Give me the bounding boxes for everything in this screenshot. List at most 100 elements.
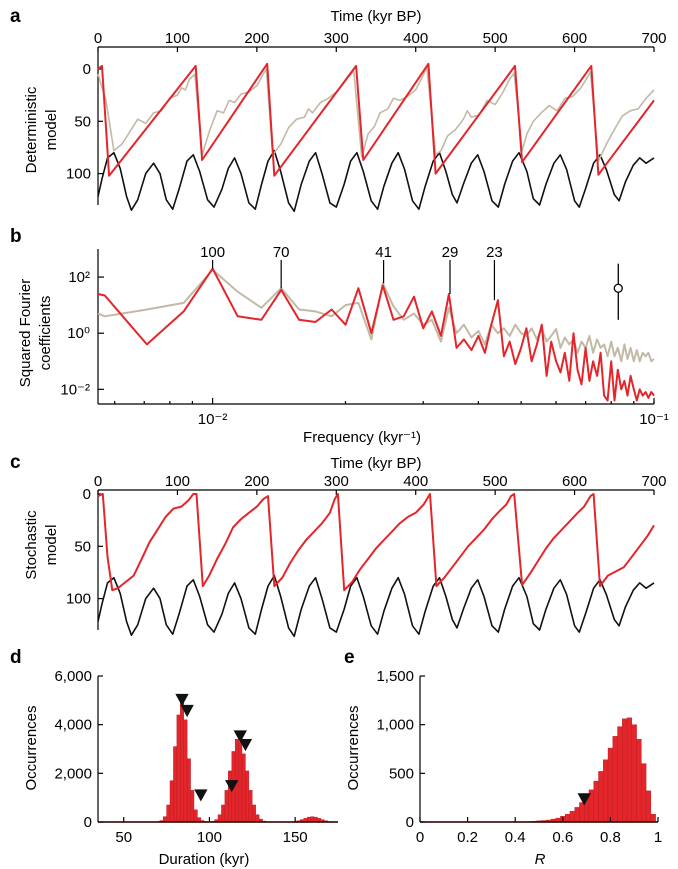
panel-c: c Time (kyr BP) Stochastic model 0 100 200… xyxy=(10,452,667,638)
histogram-bar xyxy=(612,736,618,823)
histogram-bar xyxy=(603,759,609,823)
panel-d-xlabel: Duration (kyr) xyxy=(159,851,250,868)
data-spectrum-line xyxy=(97,268,655,363)
panel-c-ylabel-line1: Stochastic xyxy=(23,510,40,580)
y-tick-label: 500 xyxy=(389,765,414,782)
triangle-marker xyxy=(180,704,194,718)
histogram-bar xyxy=(183,719,188,823)
x-tick-label: 0.8 xyxy=(600,829,621,846)
triangle-marker xyxy=(225,780,239,793)
triangle-marker xyxy=(194,789,208,802)
x-tick-label: 10⁻² xyxy=(198,411,228,428)
histogram-bar xyxy=(579,802,585,823)
y-tick-label: 50 xyxy=(74,113,91,130)
panel-a-ylabel-line1: Deterministic xyxy=(23,86,40,173)
x-tick-label: 1 xyxy=(654,829,662,846)
panel-e-plot: 0 500 1,000 1,500 0 0.2 0.4 0.6 0.8 1 xyxy=(376,668,662,846)
panel-b-ylabel-line1: Squared Fourier xyxy=(17,279,34,387)
histogram-bar xyxy=(169,780,174,823)
panel-c-letter: c xyxy=(10,452,21,473)
period-label: 70 xyxy=(273,244,290,261)
histogram-bar xyxy=(248,790,253,823)
x-tick-label: 150 xyxy=(283,829,308,846)
histogram-bar xyxy=(173,746,178,823)
histogram-bar xyxy=(564,814,571,823)
model-series-line xyxy=(97,493,655,592)
error-bar-marker xyxy=(613,283,623,293)
y-tick-label: 10² xyxy=(68,269,90,286)
histogram-bar xyxy=(245,770,250,823)
panel-d-ylabel: Occurrences xyxy=(23,705,40,790)
panel-a-ylabel-line2: model xyxy=(43,110,60,151)
histogram-bar xyxy=(607,747,613,823)
histogram-bar xyxy=(166,804,171,823)
x-tick-label: 0 xyxy=(94,30,102,47)
y-tick-label: 6,000 xyxy=(54,668,92,685)
histogram-bar xyxy=(221,804,226,823)
histogram-bar xyxy=(631,724,637,823)
histogram-bar xyxy=(252,804,256,823)
histogram-bar xyxy=(645,790,652,823)
panel-a-letter: a xyxy=(10,6,21,27)
x-tick-label: 0 xyxy=(94,473,102,490)
data-series-line xyxy=(97,66,655,162)
histogram-bar xyxy=(310,816,315,823)
x-tick-label: 700 xyxy=(641,30,666,47)
histogram-bar xyxy=(190,790,195,823)
x-tick-label: 100 xyxy=(197,829,222,846)
panel-e-xlabel: R xyxy=(535,851,546,868)
model-spectrum-line xyxy=(97,267,655,402)
triangle-marker xyxy=(238,738,253,752)
period-label: 100 xyxy=(200,244,225,261)
histogram-bar xyxy=(162,816,167,823)
x-tick-label: 0.4 xyxy=(505,829,526,846)
panel-d-letter: d xyxy=(10,647,22,668)
x-tick-label: 100 xyxy=(165,473,190,490)
panel-a-top-axis-label: Time (kyr BP) xyxy=(330,8,421,25)
histogram-bar xyxy=(217,814,222,823)
panel-c-top-axis-label: Time (kyr BP) xyxy=(330,455,421,472)
forcing-series-line xyxy=(97,574,655,638)
x-tick-label: 0 xyxy=(416,829,424,846)
y-tick-label: 2,000 xyxy=(54,765,92,782)
x-tick-label: 0.6 xyxy=(552,829,573,846)
panel-b-letter: b xyxy=(10,226,22,247)
panel-b-plot: 10² 10⁰ 10⁻² 10⁻² 10⁻¹ 100 70 41 29 23 xyxy=(60,244,668,428)
histogram-bar xyxy=(636,739,642,823)
histogram-bar xyxy=(193,809,198,823)
triangle-marker xyxy=(175,693,189,707)
x-tick-label: 300 xyxy=(324,473,349,490)
y-tick-label: 10⁻² xyxy=(60,381,90,398)
x-tick-label: 50 xyxy=(115,829,132,846)
panel-a-plot: 0 100 200 300 400 500 600 700 0 50 100 xyxy=(66,30,667,213)
period-label: 29 xyxy=(442,244,459,261)
y-tick-label: 100 xyxy=(66,166,91,183)
histogram-bar xyxy=(186,758,191,823)
x-tick-label: 0.2 xyxy=(457,829,478,846)
panel-e-letter: e xyxy=(344,647,355,668)
y-tick-label: 4,000 xyxy=(54,717,92,734)
period-label: 41 xyxy=(375,244,392,261)
forcing-series-line xyxy=(97,149,655,213)
y-tick-label: 0 xyxy=(84,814,92,831)
histogram-bar xyxy=(598,771,604,823)
histogram-bar xyxy=(574,807,580,823)
y-tick-label: 100 xyxy=(66,591,91,608)
x-tick-label: 600 xyxy=(562,473,587,490)
panel-c-plot: 0 100 200 300 400 500 600 700 0 50 100 xyxy=(66,473,667,638)
histogram-bar xyxy=(176,714,181,823)
panel-b-xlabel: Frequency (kyr⁻¹) xyxy=(303,429,421,446)
x-tick-label: 300 xyxy=(324,30,349,47)
histogram-bar xyxy=(180,700,184,823)
histogram-bar xyxy=(224,790,229,823)
y-tick-label: 50 xyxy=(74,538,91,555)
histogram-bar xyxy=(228,770,232,823)
panel-e-ylabel: Occurrences xyxy=(345,705,362,790)
x-tick-label: 100 xyxy=(165,30,190,47)
y-tick-label: 0 xyxy=(406,814,414,831)
x-tick-label: 500 xyxy=(483,473,508,490)
histogram-bar xyxy=(622,718,628,823)
histogram-bar xyxy=(650,814,656,823)
triangle-marker xyxy=(577,793,591,806)
